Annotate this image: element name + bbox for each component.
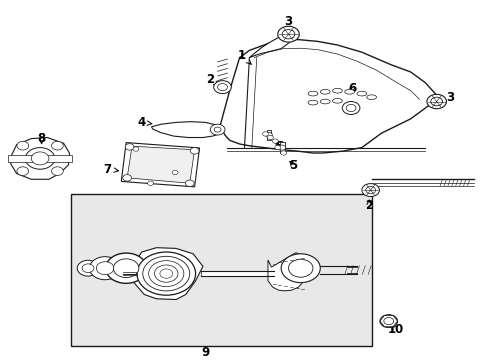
Text: 2: 2	[206, 73, 218, 86]
Circle shape	[17, 167, 29, 175]
Polygon shape	[220, 40, 434, 153]
Circle shape	[122, 175, 131, 181]
Circle shape	[430, 97, 442, 106]
Circle shape	[113, 259, 139, 278]
Polygon shape	[11, 138, 69, 179]
Circle shape	[282, 30, 294, 39]
Ellipse shape	[332, 89, 342, 93]
Circle shape	[278, 145, 285, 150]
Text: 2: 2	[365, 199, 372, 212]
Circle shape	[346, 104, 355, 112]
Ellipse shape	[366, 95, 376, 99]
Circle shape	[274, 145, 280, 150]
Text: 3: 3	[440, 91, 453, 104]
Bar	[71, 194, 371, 346]
Circle shape	[281, 254, 320, 283]
Circle shape	[133, 147, 139, 151]
Circle shape	[142, 256, 189, 291]
Text: 5: 5	[289, 159, 297, 172]
Circle shape	[217, 84, 227, 91]
Circle shape	[172, 170, 178, 175]
Circle shape	[426, 94, 446, 109]
Circle shape	[154, 265, 178, 282]
Circle shape	[148, 261, 183, 287]
Circle shape	[272, 139, 278, 143]
Circle shape	[82, 264, 94, 273]
Circle shape	[89, 257, 121, 280]
Circle shape	[288, 259, 312, 277]
Circle shape	[267, 135, 273, 140]
Polygon shape	[121, 143, 199, 187]
Circle shape	[265, 132, 272, 138]
Text: 4: 4	[138, 116, 152, 129]
Circle shape	[160, 269, 172, 278]
Ellipse shape	[344, 90, 354, 94]
Circle shape	[51, 141, 63, 150]
Text: 3: 3	[284, 15, 292, 31]
Bar	[8, 155, 72, 162]
Polygon shape	[279, 142, 284, 153]
Circle shape	[383, 318, 393, 325]
Circle shape	[190, 148, 199, 154]
Circle shape	[214, 127, 221, 132]
Text: 9: 9	[201, 346, 209, 359]
Polygon shape	[127, 146, 194, 183]
Text: 7: 7	[103, 163, 118, 176]
Text: 8: 8	[38, 132, 45, 145]
Circle shape	[77, 260, 99, 276]
Circle shape	[361, 184, 379, 197]
Circle shape	[17, 141, 29, 150]
Text: 5: 5	[274, 140, 282, 153]
Text: 6: 6	[347, 82, 355, 95]
Circle shape	[185, 180, 194, 186]
Circle shape	[105, 253, 146, 283]
Circle shape	[51, 167, 63, 175]
Ellipse shape	[332, 99, 342, 103]
Ellipse shape	[356, 91, 366, 96]
Circle shape	[379, 315, 397, 328]
Circle shape	[213, 81, 231, 94]
Circle shape	[280, 151, 286, 155]
Ellipse shape	[307, 91, 317, 96]
Circle shape	[365, 186, 375, 194]
Polygon shape	[249, 32, 295, 58]
Circle shape	[137, 252, 195, 295]
Circle shape	[31, 152, 49, 165]
Circle shape	[210, 124, 224, 135]
Circle shape	[342, 102, 359, 114]
Circle shape	[125, 144, 134, 150]
Circle shape	[277, 26, 299, 42]
Circle shape	[25, 148, 55, 169]
Circle shape	[96, 262, 114, 275]
Polygon shape	[151, 122, 222, 138]
Ellipse shape	[307, 100, 317, 105]
Text: 10: 10	[387, 323, 404, 336]
Bar	[201, 271, 273, 276]
Ellipse shape	[320, 99, 329, 104]
Ellipse shape	[320, 90, 329, 94]
Polygon shape	[132, 248, 203, 300]
Circle shape	[262, 132, 268, 136]
Circle shape	[147, 181, 153, 185]
Polygon shape	[267, 253, 306, 291]
Polygon shape	[266, 130, 271, 140]
Text: 1: 1	[238, 49, 251, 64]
